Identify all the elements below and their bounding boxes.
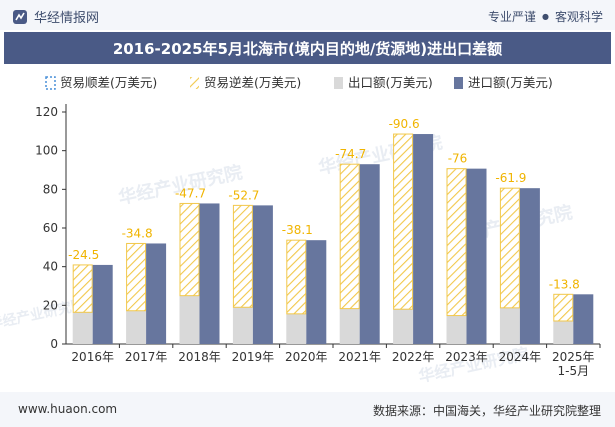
site-logo[interactable]: 华经情报网 <box>12 7 99 26</box>
footer-source: 数据来源：中国海关，华经产业研究院整理 <box>372 404 601 418</box>
export-bar <box>232 307 253 344</box>
legend-swatch <box>334 77 343 89</box>
chart-title: 2016-2025年5月北海市(境内目的地/货源地)进出口差额 <box>112 40 503 58</box>
import-bar <box>146 243 167 344</box>
export-bar <box>72 312 93 344</box>
logo-icon <box>13 9 27 24</box>
y-tick-label: 20 <box>43 298 58 312</box>
legend-label: 贸易顺差(万美元) <box>60 75 157 90</box>
export-bar <box>446 315 467 344</box>
import-bar <box>359 164 380 344</box>
x-tick-label: 2016年 <box>71 350 114 364</box>
import-bar <box>306 240 327 344</box>
tagline-left: 专业严谨 <box>487 10 536 24</box>
deficit-value-label: -74.7 <box>335 147 366 161</box>
import-bar <box>466 168 487 344</box>
y-tick-label: 120 <box>35 105 58 119</box>
deficit-value-label: -76 <box>448 152 468 166</box>
axes: 0 20 40 60 80 100 120 2016年 2017年 2018年 2019年 2020年… <box>35 104 601 378</box>
legend-label: 进口额(万美元) <box>468 75 553 90</box>
import-bar <box>92 264 113 344</box>
deficit-value-label: -38.1 <box>282 223 313 237</box>
tagline-right: 客观科学 <box>554 10 603 24</box>
bars <box>72 133 594 344</box>
footer-url[interactable]: www.huaon.com <box>18 402 118 416</box>
deficit-bar <box>393 133 414 310</box>
x-tick-label: 2021年 <box>338 350 381 364</box>
export-bar <box>179 295 200 344</box>
deficit-bar <box>232 204 253 308</box>
legend-swatch <box>190 77 199 89</box>
tagline-separator-icon: ● <box>542 12 549 21</box>
legend-swatch <box>454 77 463 89</box>
tagline: 专业严谨 ● 客观科学 <box>488 8 603 25</box>
footer: www.huaon.com 数据来源：中国海关，华经产业研究院整理 <box>0 392 615 427</box>
export-bar <box>499 307 520 344</box>
deficit-bar <box>179 202 200 297</box>
legend: 贸易顺差(万美元) 贸易逆差(万美元) 出口额(万美元) 进口额(万美元) <box>45 75 553 90</box>
y-tick-label: 40 <box>43 260 58 274</box>
site-name: 华经情报网 <box>34 11 100 26</box>
x-tick-label: 2020年 <box>285 350 328 364</box>
import-bar <box>519 188 540 344</box>
import-bar <box>573 294 594 344</box>
deficit-bar <box>446 168 467 317</box>
deficit-bar <box>126 242 147 312</box>
deficit-value-label: -47.7 <box>175 186 206 200</box>
import-bar <box>252 205 273 344</box>
import-bar <box>413 134 434 344</box>
x-tick-label: 2023年 <box>445 350 488 364</box>
import-bar <box>199 203 220 344</box>
deficit-bar <box>286 239 307 315</box>
deficit-value-label: -24.5 <box>68 248 99 262</box>
x-tick-label: 2019年 <box>232 350 275 364</box>
chart: 华经产业研究院华经产业研究院华经产业研究院华经产业研究院华经产业研究院 贸易顺差… <box>0 75 601 386</box>
x-tick-label: 2018年 <box>178 350 221 364</box>
y-tick-label: 80 <box>43 182 58 196</box>
export-bar <box>553 320 574 344</box>
export-bar <box>286 313 307 344</box>
export-bar <box>393 309 414 344</box>
deficit-value-label: -61.9 <box>495 171 526 185</box>
x-tick-label: 2024年 <box>499 350 542 364</box>
deficit-value-label: -52.7 <box>228 188 259 202</box>
export-bar <box>126 310 147 344</box>
deficit-bar <box>499 187 520 309</box>
x-tick-label: 2022年 <box>392 350 435 364</box>
deficit-bar <box>553 293 574 322</box>
y-tick-label: 100 <box>35 144 58 158</box>
top-bar: 华经情报网 专业严谨 ● 客观科学 <box>0 0 615 30</box>
deficit-bar <box>72 264 93 313</box>
deficit-value-label: -90.6 <box>389 117 420 131</box>
export-bar <box>339 308 360 344</box>
legend-label: 出口额(万美元) <box>348 75 433 90</box>
deficit-value-label: -34.8 <box>122 226 153 240</box>
deficit-value-label: -13.8 <box>549 277 580 291</box>
data-labels: -24.5 -34.8 -47.7 -52.7 -38.1 -74.7 -90.6 -76 -6… <box>68 117 580 291</box>
y-tick-label: 60 <box>43 221 58 235</box>
y-tick-label: 0 <box>50 337 58 351</box>
x-tick-label: 2025年 <box>552 350 595 364</box>
legend-swatch <box>45 76 56 90</box>
deficit-bar <box>339 163 360 310</box>
title-bar: 2016-2025年5月北海市(境内目的地/货源地)进出口差额 <box>4 32 611 64</box>
watermark-text: 华经产业研究院 <box>116 161 244 209</box>
x-tick-label: 1-5月 <box>557 364 589 378</box>
legend-label: 贸易逆差(万美元) <box>204 75 301 90</box>
x-tick-label: 2017年 <box>125 350 168 364</box>
